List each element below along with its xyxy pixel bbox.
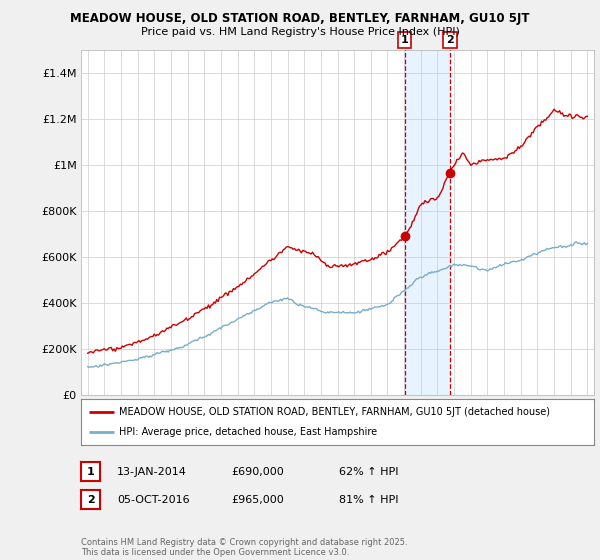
Text: 13-JAN-2014: 13-JAN-2014 [117,466,187,477]
Text: 62% ↑ HPI: 62% ↑ HPI [339,466,398,477]
Text: MEADOW HOUSE, OLD STATION ROAD, BENTLEY, FARNHAM, GU10 5JT: MEADOW HOUSE, OLD STATION ROAD, BENTLEY,… [70,12,530,25]
Text: 05-OCT-2016: 05-OCT-2016 [117,494,190,505]
Text: 1: 1 [401,35,409,45]
Bar [405,50,450,395]
Text: £965,000: £965,000 [231,494,284,505]
Text: £690,000: £690,000 [231,466,284,477]
Text: HPI: Average price, detached house, East Hampshire: HPI: Average price, detached house, East… [119,427,377,437]
Text: 1: 1 [87,466,94,477]
Text: 2: 2 [446,35,454,45]
Text: Contains HM Land Registry data © Crown copyright and database right 2025.
This d: Contains HM Land Registry data © Crown c… [81,538,407,557]
Text: Price paid vs. HM Land Registry's House Price Index (HPI): Price paid vs. HM Land Registry's House … [140,27,460,37]
Text: 81% ↑ HPI: 81% ↑ HPI [339,494,398,505]
Text: 2: 2 [87,494,94,505]
Text: MEADOW HOUSE, OLD STATION ROAD, BENTLEY, FARNHAM, GU10 5JT (detached house): MEADOW HOUSE, OLD STATION ROAD, BENTLEY,… [119,407,550,417]
